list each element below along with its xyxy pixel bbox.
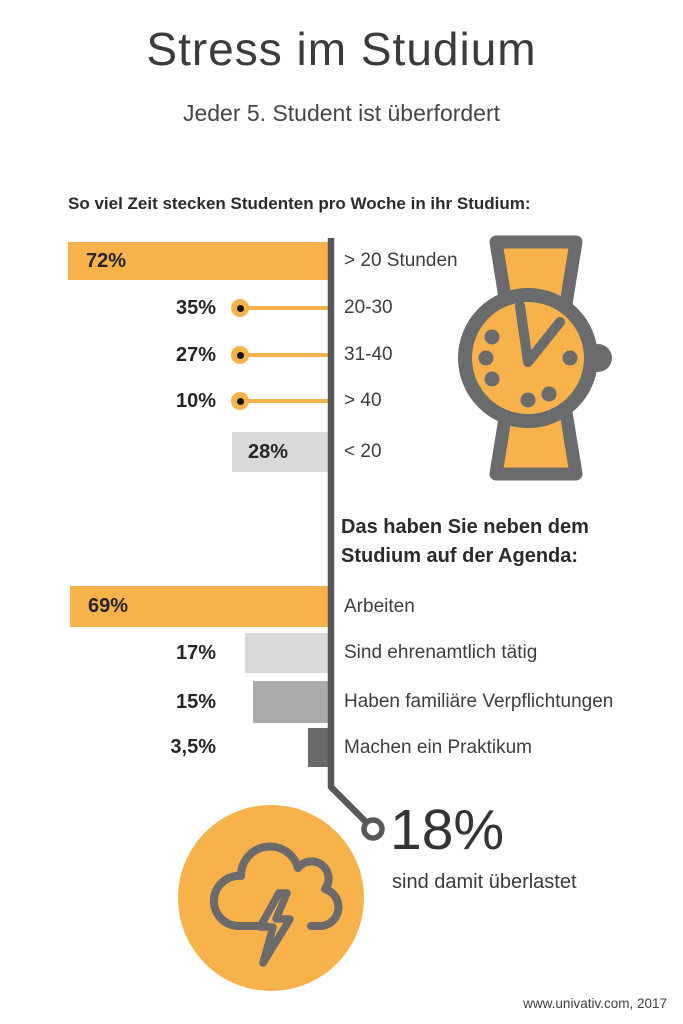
bar-hours-lt20: 28%	[232, 432, 330, 472]
footer-credit: www.univativ.com, 2017	[523, 996, 667, 1011]
category-label-31-40: 31-40	[344, 344, 393, 365]
lollipop-marker	[231, 299, 249, 317]
category-label-familie: Haben familiäre Verpflichtungen	[344, 691, 614, 712]
value-label-praktikum: 3,5%	[170, 736, 216, 758]
value-label-familie: 15%	[175, 691, 216, 713]
category-label-lt20: < 20	[344, 441, 382, 462]
value-label-gt40: 10%	[175, 390, 216, 412]
bar-arbeiten: 69%	[70, 586, 330, 627]
value-label-31-40: 27%	[175, 344, 216, 366]
category-label-praktikum: Machen ein Praktikum	[344, 737, 532, 758]
value-label-20-30: 35%	[175, 297, 216, 319]
bar-value-label: 69%	[88, 595, 129, 617]
bar-praktikum	[308, 728, 330, 767]
storm-cloud-icon	[209, 842, 343, 967]
lollipop-line	[247, 353, 331, 357]
bar-value-label: 72%	[86, 249, 127, 272]
category-label-ehrenamt: Sind ehrenamtlich tätig	[344, 642, 538, 663]
category-label-gt40: > 40	[344, 390, 382, 411]
bar-familie	[253, 681, 330, 723]
value-label-ehrenamt: 17%	[175, 642, 216, 664]
lollipop-marker	[231, 346, 249, 364]
page-subtitle: Jeder 5. Student ist überfordert	[182, 100, 501, 126]
lollipop-line	[247, 306, 331, 310]
page-title: Stress im Studium	[146, 23, 537, 75]
lollipop-marker	[231, 392, 249, 410]
overload-caption: sind damit überlastet	[392, 871, 577, 893]
category-label-20-30: 20-30	[344, 297, 393, 318]
watch-icon	[458, 235, 612, 481]
overload-value: 18%	[390, 798, 505, 862]
axis-connector-line	[327, 238, 385, 841]
category-label-gt20: > 20 Stunden	[344, 250, 458, 271]
category-label-arbeiten: Arbeiten	[344, 596, 415, 617]
bar-hours-gt20: 72%	[68, 242, 330, 280]
bar-ehrenamt	[245, 633, 330, 673]
storm-cloud-badge	[178, 805, 364, 991]
lollipop-line	[247, 399, 331, 403]
bar-value-label: 28%	[248, 440, 289, 463]
section1-heading: So viel Zeit stecken Studenten pro Woche…	[68, 194, 531, 213]
section2-heading: Das haben Sie neben dem Studium auf der …	[341, 516, 589, 567]
